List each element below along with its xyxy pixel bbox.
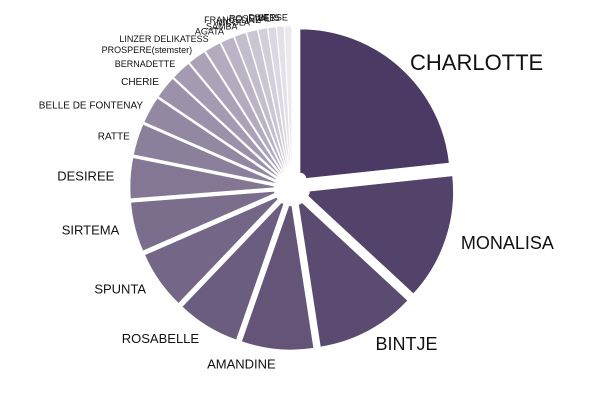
pie-slice-franceline [257, 27, 290, 171]
pie-slice-spunta [144, 196, 279, 304]
pie-label-nicola: NICOLA [216, 18, 250, 28]
pie-slices [129, 25, 454, 351]
pie-labels: CHARLOTTE MONALISA BINTJE AMANDINE ROSABELLE… [39, 12, 554, 371]
pie-slice-linzer-delikatess [205, 42, 284, 173]
pie-label-bernadette: BERNADETTE [115, 59, 176, 69]
pie-label-bf15: BF15 [258, 13, 280, 23]
pie-slice-monalisa [307, 175, 454, 295]
pie-slice-amandine [241, 205, 315, 351]
pie-slice-belle-de-fontenay [143, 97, 277, 181]
pie-slice-desiree [129, 157, 275, 200]
pie-slice-bernadette [173, 63, 281, 176]
pie-slice-samba [234, 32, 287, 172]
pie-slice-charlotte [299, 28, 450, 179]
pie-slice-agata [220, 36, 286, 173]
pie-label-spunta: SPUNTA [94, 281, 146, 296]
pie-slice-rosabelle [181, 202, 285, 341]
pie-label-franceline: FRANCELINE [204, 15, 261, 25]
pie-label-cherie: CHERIE [121, 77, 159, 88]
pie-slice-ratte [133, 123, 276, 184]
pie-slice-diverse [284, 25, 293, 171]
pie-slice-nicola [246, 29, 289, 171]
pie-label-charlotte: CHARLOTTE [410, 50, 543, 75]
pie-label-sirtema: SIRTEMA [62, 222, 120, 237]
pie-slice-roseval [267, 26, 291, 171]
pie-slice-bf15 [276, 25, 292, 171]
pie-label-diverse: DIVERSE [248, 12, 288, 22]
pie-slice-sirtema [130, 191, 276, 252]
pie-label-agata: AGATA [195, 27, 224, 37]
pie-label-desiree: DESIREE [57, 169, 114, 184]
pie-label-ratte: RATTE [98, 132, 130, 143]
pie-label-belle-de-fontenay: BELLE DE FONTENAY [39, 101, 144, 112]
pie-label-samba: SAMBA [206, 21, 238, 31]
pie-slice-cherie [157, 78, 279, 178]
pie-label-amandine: AMANDINE [207, 357, 276, 372]
pie-label-prospere-stemster: PROSPERE(stemster) [102, 45, 193, 55]
pie-label-roseval: ROSEVAL [229, 14, 271, 24]
pie-slice-prospere-stemster [189, 51, 283, 175]
pie-slice-bintje [298, 202, 409, 348]
pie-label-monalisa: MONALISA [461, 233, 554, 253]
pie-label-linzer-delikatess: LINZER DELIKATESS [119, 34, 208, 44]
pie-label-bintje: BINTJE [376, 334, 438, 354]
pie-label-rosabelle: ROSABELLE [122, 331, 200, 346]
